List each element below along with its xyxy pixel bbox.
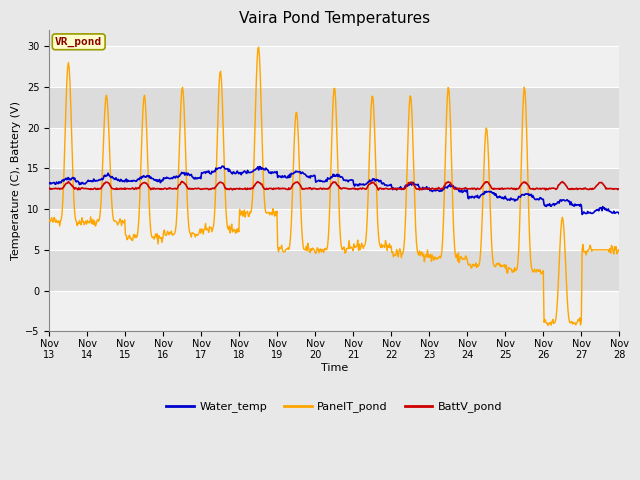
Bar — [49, 87, 620, 128]
Water_temp — [421, 186, 429, 192]
BattV_pond — [416, 187, 424, 193]
Bar — [49, 128, 620, 168]
PanelT_pond — [202, 227, 210, 233]
BattV_pond — [204, 186, 211, 192]
BattV_pond — [45, 185, 53, 191]
Legend: Water_temp, PanelT_pond, BattV_pond: Water_temp, PanelT_pond, BattV_pond — [162, 397, 507, 417]
BattV_pond — [115, 186, 122, 192]
Water_temp — [404, 181, 412, 187]
Bar — [49, 250, 620, 290]
Line: PanelT_pond: PanelT_pond — [49, 47, 620, 325]
Water_temp — [616, 211, 623, 217]
BattV_pond — [616, 186, 623, 192]
PanelT_pond — [56, 223, 63, 229]
Bar — [49, 47, 620, 87]
X-axis label: Time: Time — [321, 363, 348, 373]
Water_temp — [172, 173, 180, 179]
Water_temp — [56, 180, 63, 186]
Line: BattV_pond: BattV_pond — [49, 181, 620, 190]
Bar — [49, 290, 620, 331]
PanelT_pond — [421, 253, 429, 259]
Water_temp — [218, 163, 226, 169]
Water_temp — [579, 212, 586, 217]
Water_temp — [202, 169, 210, 175]
Bar — [49, 168, 620, 209]
PanelT_pond — [172, 221, 180, 227]
BattV_pond — [178, 179, 186, 184]
PanelT_pond — [544, 323, 552, 328]
Line: Water_temp: Water_temp — [49, 166, 620, 215]
BattV_pond — [56, 186, 63, 192]
BattV_pond — [422, 186, 430, 192]
Title: Vaira Pond Temperatures: Vaira Pond Temperatures — [239, 11, 430, 26]
PanelT_pond — [255, 44, 262, 50]
BattV_pond — [404, 180, 412, 186]
Text: VR_pond: VR_pond — [55, 36, 102, 47]
Y-axis label: Temperature (C), Battery (V): Temperature (C), Battery (V) — [11, 101, 21, 260]
Bar — [49, 209, 620, 250]
PanelT_pond — [115, 220, 122, 226]
PanelT_pond — [45, 217, 53, 223]
PanelT_pond — [616, 247, 623, 252]
Water_temp — [115, 177, 122, 182]
BattV_pond — [172, 186, 180, 192]
PanelT_pond — [404, 120, 412, 126]
Water_temp — [45, 180, 53, 186]
